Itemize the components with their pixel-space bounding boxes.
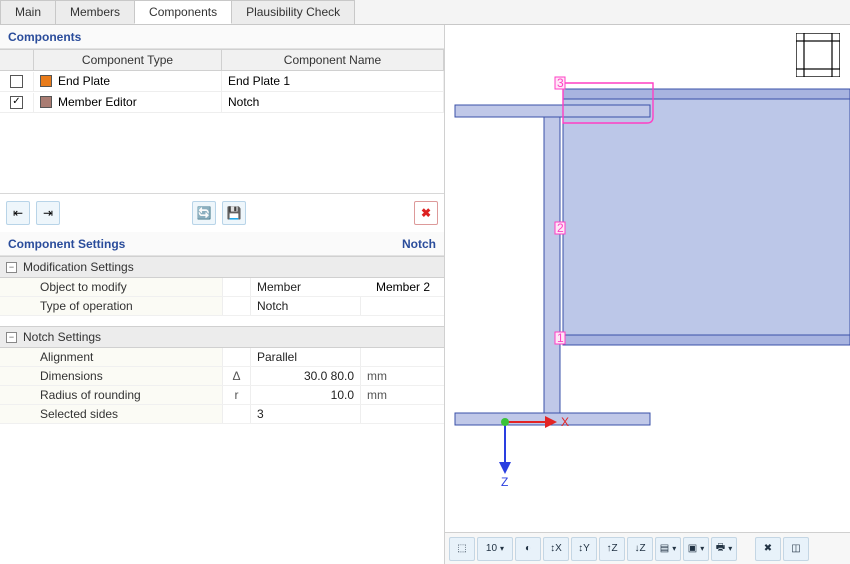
tab-members[interactable]: Members bbox=[55, 0, 135, 24]
property-unit bbox=[360, 297, 400, 315]
view-cube-icon[interactable] bbox=[796, 33, 840, 77]
color-swatch bbox=[40, 96, 52, 108]
delete-button[interactable]: ✖ bbox=[414, 201, 438, 225]
component-type-label: End Plate bbox=[58, 74, 110, 88]
property-value[interactable]: 30.0 80.0 bbox=[250, 367, 360, 385]
clear-sel-button[interactable]: ✖ bbox=[755, 537, 781, 561]
svg-text:3: 3 bbox=[557, 76, 564, 90]
group-header[interactable]: −Notch Settings bbox=[0, 326, 444, 348]
component-name-label: End Plate 1 bbox=[222, 71, 444, 91]
view-mode-button[interactable]: ⬚ bbox=[449, 537, 475, 561]
property-unit bbox=[360, 348, 400, 366]
box-style-button[interactable]: ▣ bbox=[683, 537, 709, 561]
components-title: Components bbox=[0, 25, 444, 49]
property-value[interactable]: Parallel bbox=[250, 348, 360, 366]
expander-icon[interactable]: − bbox=[6, 262, 17, 273]
property-unit: mm bbox=[360, 386, 400, 404]
expander-icon[interactable]: − bbox=[6, 332, 17, 343]
svg-text:2: 2 bbox=[557, 221, 564, 235]
property-symbol bbox=[222, 348, 250, 366]
render-style-button[interactable]: ▤ bbox=[655, 537, 681, 561]
property-value[interactable]: Member bbox=[250, 278, 360, 296]
property-row[interactable]: Selected sides 3 bbox=[0, 405, 444, 424]
axis-y-button[interactable]: ↕Y bbox=[571, 537, 597, 561]
group-header[interactable]: −Modification Settings bbox=[0, 256, 444, 278]
viewport-toolbar: ⬚10◐↕X↕Y↑Z↓Z▤▣🖶 ✖◫ bbox=[445, 532, 850, 564]
settings-title: Component SettingsNotch bbox=[0, 232, 444, 256]
move-right-button[interactable]: ⇥ bbox=[36, 201, 60, 225]
property-row[interactable]: Type of operation Notch bbox=[0, 297, 444, 316]
property-extra: Member 2 bbox=[360, 278, 444, 296]
svg-text:X: X bbox=[561, 415, 569, 429]
axis-x-button[interactable]: ↕X bbox=[543, 537, 569, 561]
property-value[interactable]: 10.0 bbox=[250, 386, 360, 404]
component-name-label: Notch bbox=[222, 92, 444, 112]
tab-bar: MainMembersComponentsPlausibility Check bbox=[0, 0, 850, 25]
apply-button[interactable]: 🔄 bbox=[192, 201, 216, 225]
scale-button[interactable]: 10 bbox=[477, 537, 513, 561]
property-unit: mm bbox=[360, 367, 400, 385]
component-row[interactable]: ✓ Member Editor Notch bbox=[0, 92, 444, 113]
axis-indicator: XZ bbox=[465, 402, 575, 492]
property-symbol bbox=[222, 297, 250, 315]
component-row[interactable]: End Plate End Plate 1 bbox=[0, 71, 444, 92]
property-row[interactable]: DimensionsΔ30.0 80.0mm bbox=[0, 367, 444, 386]
property-symbol bbox=[222, 405, 250, 423]
property-row[interactable]: Radius of roundingr10.0mm bbox=[0, 386, 444, 405]
tab-components[interactable]: Components bbox=[134, 0, 232, 24]
property-value[interactable]: Notch bbox=[250, 297, 360, 315]
tab-plausibility-check[interactable]: Plausibility Check bbox=[231, 0, 355, 24]
col-header-name: Component Name bbox=[222, 50, 444, 70]
svg-text:1: 1 bbox=[557, 331, 564, 345]
property-label: Radius of rounding bbox=[0, 386, 222, 404]
print-button[interactable]: 🖶 bbox=[711, 537, 737, 561]
property-symbol: Δ bbox=[222, 367, 250, 385]
tab-main[interactable]: Main bbox=[0, 0, 56, 24]
window-button[interactable]: ◫ bbox=[783, 537, 809, 561]
components-grid: Component TypeComponent NameEnd PlateEnd… bbox=[0, 49, 444, 194]
svg-text:Z: Z bbox=[501, 475, 508, 489]
group-label: Notch Settings bbox=[23, 330, 101, 344]
component-type-label: Member Editor bbox=[58, 95, 137, 109]
components-toolbar: ⇤⇥ 🔄💾 ✖ bbox=[0, 194, 444, 232]
property-label: Alignment bbox=[0, 348, 222, 366]
property-symbol bbox=[222, 278, 250, 296]
property-row[interactable]: Alignment Parallel bbox=[0, 348, 444, 367]
property-label: Object to modify bbox=[0, 278, 222, 296]
col-header-chk bbox=[0, 50, 34, 70]
property-label: Type of operation bbox=[0, 297, 222, 315]
property-value[interactable]: 3 bbox=[250, 405, 360, 423]
iso-view-button[interactable]: ◐ bbox=[515, 537, 541, 561]
row-checkbox[interactable]: ✓ bbox=[10, 96, 23, 109]
col-header-type: Component Type bbox=[34, 50, 222, 70]
settings-subtitle: Notch bbox=[402, 237, 436, 251]
axis-z-dn-button[interactable]: ↓Z bbox=[627, 537, 653, 561]
property-symbol: r bbox=[222, 386, 250, 404]
property-label: Dimensions bbox=[0, 367, 222, 385]
save-button[interactable]: 💾 bbox=[222, 201, 246, 225]
3d-viewport[interactable]: 321XZ bbox=[445, 25, 850, 532]
group-label: Modification Settings bbox=[23, 260, 134, 274]
property-row[interactable]: Object to modify MemberMember 2 bbox=[0, 278, 444, 297]
property-label: Selected sides bbox=[0, 405, 222, 423]
property-unit bbox=[360, 405, 400, 423]
color-swatch bbox=[40, 75, 52, 87]
axis-z-up-button[interactable]: ↑Z bbox=[599, 537, 625, 561]
row-checkbox[interactable] bbox=[10, 75, 23, 88]
move-left-button[interactable]: ⇤ bbox=[6, 201, 30, 225]
